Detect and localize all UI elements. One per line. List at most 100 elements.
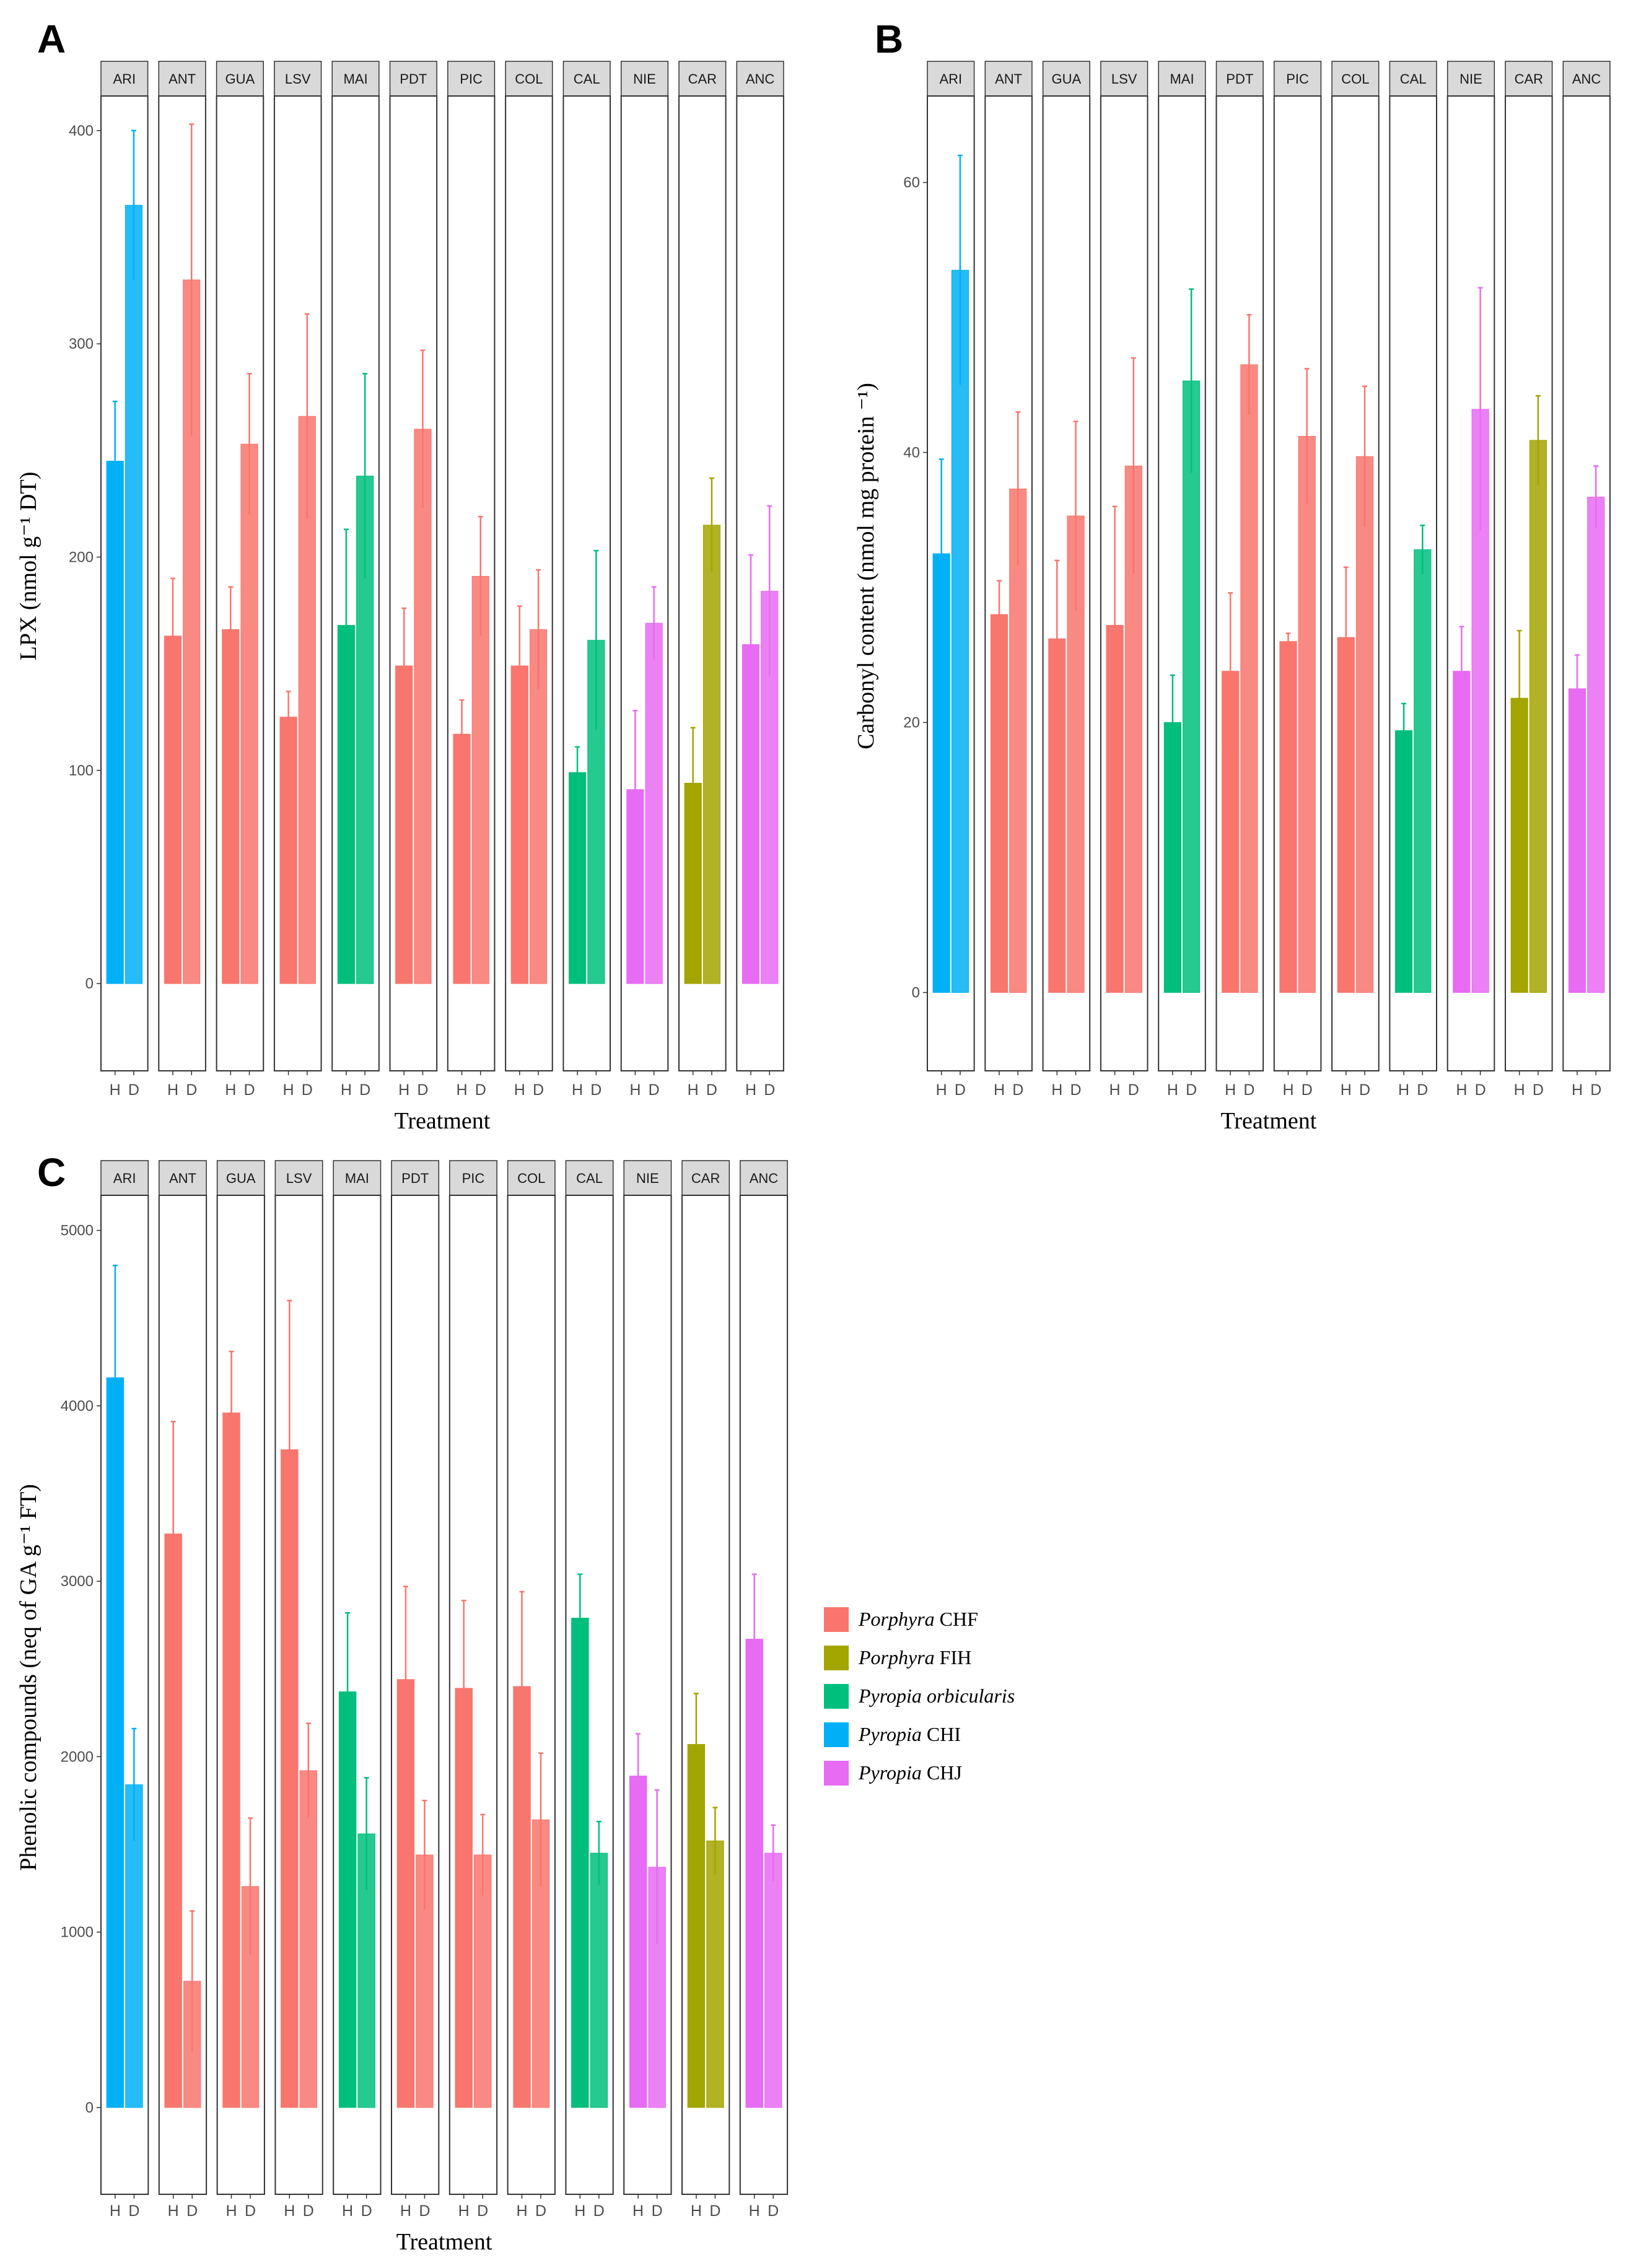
facet-strip — [565, 1160, 614, 1196]
bar-d — [414, 429, 432, 984]
x-tick-label: D — [649, 1081, 660, 1099]
x-tick-label: D — [706, 1081, 717, 1099]
facet-mai: MAI H D — [333, 1160, 382, 2220]
facet-strip-label: CAR — [688, 71, 717, 87]
legend-genus: Pyropia — [858, 1723, 922, 1745]
facet-strip-label: CAL — [1400, 71, 1427, 87]
x-tick-label: H — [1225, 1081, 1236, 1099]
legend-item: Pyropia CHJ — [824, 1761, 962, 1786]
bar-h — [279, 717, 297, 984]
facet-strip — [389, 61, 437, 97]
bar-h — [745, 1639, 763, 2108]
facet-strip — [274, 1160, 323, 1196]
facet-strip — [984, 61, 1033, 97]
facet-strip-label: GUA — [1052, 71, 1082, 87]
y-tick-label: 1000 — [61, 1924, 94, 1941]
legend-label: Porphyra FIH — [858, 1646, 971, 1668]
panel-c: C 0 1000 2000 3000 4000 5000 Phenolic compounds… — [15, 1150, 789, 2255]
facet-mai: MAI H D — [331, 61, 380, 1099]
y-tick-label: 3000 — [61, 1573, 94, 1590]
x-tick-label: H — [341, 1081, 352, 1099]
legend-genus: Pyropia orbicularis — [858, 1685, 1015, 1707]
facet-strip-label: ARI — [113, 1171, 136, 1186]
facet-strip — [159, 1160, 207, 1196]
bar-h — [568, 772, 587, 984]
bar-d — [764, 1852, 782, 2108]
legend-swatch — [824, 1607, 849, 1632]
y-tick-label: 300 — [69, 336, 94, 352]
bar-d — [299, 1770, 318, 2108]
legend-genus: Porphyra — [858, 1608, 935, 1630]
x-tick-label: H — [1282, 1081, 1293, 1099]
x-tick-label: D — [1359, 1081, 1370, 1099]
panel-a: A 0 100 200 300 400 LPX (nmol g⁻¹ DT) Treatment… — [15, 17, 784, 1134]
facet-cal: CAL H D — [562, 61, 611, 1099]
x-tick-label: H — [1167, 1081, 1178, 1099]
facet-ari: ARI H D — [100, 1160, 149, 2220]
x-axis-title: Treatment — [396, 2229, 492, 2255]
bar-d — [706, 1840, 724, 2108]
x-tick-label: D — [359, 1081, 370, 1099]
facet-strip-label: NIE — [1459, 71, 1482, 87]
x-tick-label: H — [110, 2202, 121, 2220]
y-tick-label: 40 — [903, 445, 920, 461]
facet-strip-label: PDT — [401, 1171, 429, 1186]
facet-cal: CAL H D — [1389, 61, 1437, 1099]
y-tick-label: 2000 — [61, 1748, 94, 1765]
x-tick-label: H — [1398, 1081, 1409, 1099]
facet-strip — [158, 61, 206, 97]
x-tick-label: D — [533, 1081, 544, 1099]
facet-strip-label: ARI — [939, 71, 962, 87]
x-tick-label: H — [514, 1081, 525, 1099]
x-tick-label: H — [225, 1081, 236, 1099]
x-tick-label: D — [1012, 1081, 1023, 1099]
x-tick-label: D — [1128, 1081, 1139, 1099]
x-tick-label: D — [1533, 1081, 1544, 1099]
facet-strip — [678, 61, 727, 97]
facet-strip — [1331, 61, 1380, 97]
y-tick-label: 20 — [903, 715, 920, 731]
facet-anc: ANC H D — [1562, 61, 1611, 1099]
x-tick-label: H — [1572, 1081, 1583, 1099]
x-tick-label: H — [110, 1081, 121, 1099]
facet-strip — [562, 61, 611, 97]
facet-strip-label: ANT — [169, 1171, 196, 1186]
facet-strip-label: PIC — [460, 71, 483, 87]
facet-lsv: LSV H D — [1100, 61, 1149, 1099]
facet-pdt: PDT H D — [1215, 61, 1264, 1099]
x-tick-label: H — [1514, 1081, 1525, 1099]
x-tick-label: H — [398, 1081, 409, 1099]
facet-ari: ARI H D — [100, 61, 149, 1099]
legend-strain: CHJ — [922, 1761, 962, 1784]
bar-d — [240, 443, 258, 984]
facet-nie: NIE H D — [623, 1160, 672, 2220]
facet-strip-label: MAI — [343, 71, 367, 87]
facet-strip — [331, 61, 380, 97]
facet-strip — [1274, 61, 1322, 97]
facet-car: CAR H D — [678, 61, 727, 1099]
facet-mai: MAI H D — [1158, 61, 1206, 1099]
facet-strip — [1158, 61, 1206, 97]
x-tick-label: D — [419, 2202, 430, 2220]
facet-strip-label: COL — [517, 1171, 545, 1186]
facet-car: CAR H D — [1505, 61, 1553, 1099]
facet-col: COL H D — [1331, 61, 1380, 1099]
facet-col: COL H D — [505, 61, 553, 1099]
panel-letter: C — [37, 1150, 66, 1195]
panel-letter: A — [37, 17, 66, 61]
x-tick-label: D — [768, 2202, 779, 2220]
facet-strip-label: CAL — [576, 1171, 603, 1186]
facet-strip — [740, 1160, 788, 1196]
panel-letter: B — [875, 17, 903, 61]
x-tick-label: H — [632, 2202, 644, 2220]
x-tick-label: D — [243, 1081, 255, 1099]
facet-strip-label: CAL — [574, 71, 600, 87]
x-tick-label: H — [1341, 1081, 1352, 1099]
facet-strip-label: COL — [1341, 71, 1369, 87]
x-tick-label: H — [629, 1081, 641, 1099]
facet-strip-label: GUA — [226, 1171, 256, 1186]
x-tick-label: H — [691, 2202, 702, 2220]
x-tick-label: D — [764, 1081, 775, 1099]
